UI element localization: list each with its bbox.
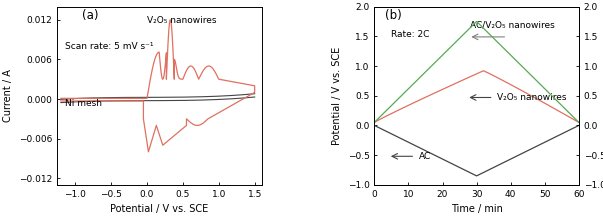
Text: V₂O₅ nanowires: V₂O₅ nanowires [497,93,567,102]
Text: Scan rate: 5 mV s⁻¹: Scan rate: 5 mV s⁻¹ [66,42,154,51]
Text: Rate: 2C: Rate: 2C [391,30,429,39]
X-axis label: Time / min: Time / min [450,204,502,214]
Text: AC/V₂O₅ nanowires: AC/V₂O₅ nanowires [470,21,555,30]
X-axis label: Potential / V vs. SCE: Potential / V vs. SCE [110,204,209,214]
Text: (a): (a) [82,9,98,22]
Text: (b): (b) [385,9,402,22]
Text: AC: AC [418,152,431,161]
Text: V₂O₅ nanowires: V₂O₅ nanowires [147,16,217,25]
Text: Ni mesh: Ni mesh [66,99,103,108]
Y-axis label: Potential / V vs. SCE: Potential / V vs. SCE [332,47,342,145]
Y-axis label: Current / A: Current / A [4,69,13,122]
